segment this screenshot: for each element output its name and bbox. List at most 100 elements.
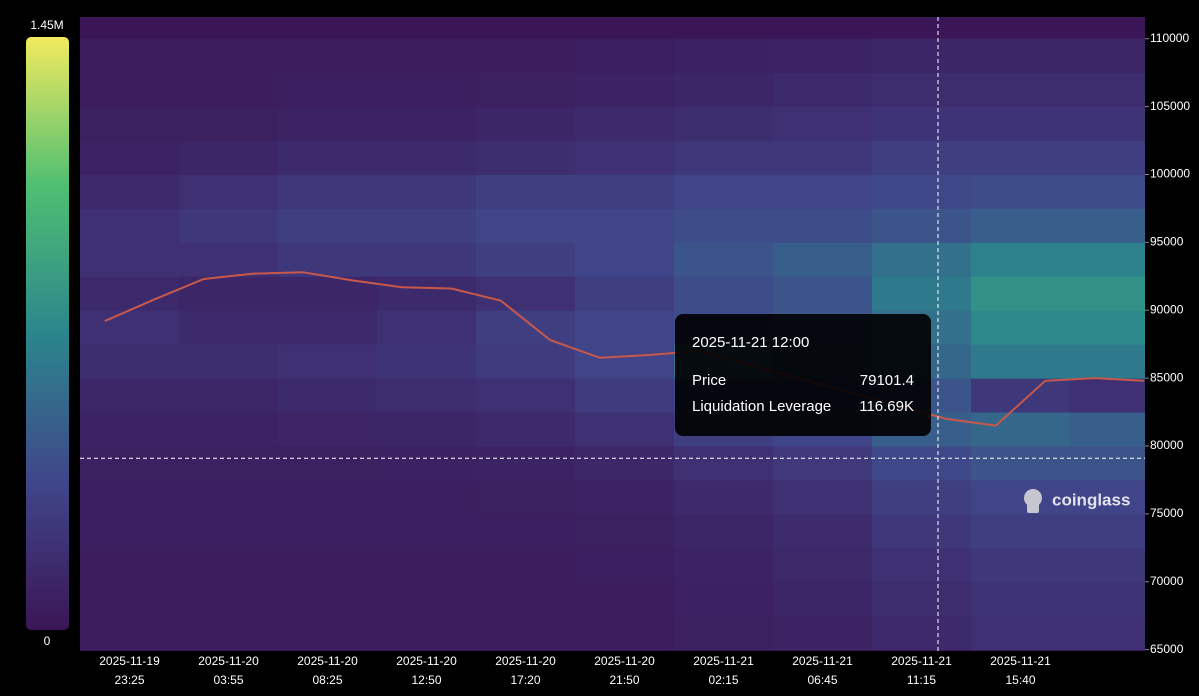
heatmap-cell: [674, 106, 774, 142]
x-tick-label: 06:45: [807, 673, 837, 687]
heatmap-cell: [773, 615, 873, 651]
heatmap-cell: [773, 106, 873, 142]
heatmap-cell: [575, 446, 675, 481]
y-tick-label: 95000: [1150, 235, 1184, 249]
tooltip-value: 79101.4: [860, 372, 914, 389]
y-tick-label: 80000: [1150, 438, 1184, 452]
heatmap-cell: [971, 412, 1071, 447]
heatmap-cell: [476, 208, 576, 243]
heatmap-cell: [872, 208, 972, 243]
heatmap-cell: [575, 615, 675, 651]
tooltip-label: Liquidation Leverage: [692, 398, 831, 415]
heatmap-cell: [476, 378, 576, 413]
heatmap-cell: [872, 174, 972, 209]
heatmap-cell: [179, 310, 279, 345]
heatmap-cell: [278, 242, 378, 277]
tooltip-box: [675, 314, 931, 436]
heatmap-cell: [80, 412, 180, 447]
heatmap-cell: [278, 547, 378, 583]
heatmap-cell: [674, 513, 774, 549]
heatmap-cell: [278, 615, 378, 651]
heatmap-cell: [575, 547, 675, 583]
heatmap-cell: [179, 140, 279, 175]
x-tick-label: 11:15: [907, 673, 936, 687]
heatmap-cell: [674, 72, 774, 108]
heatmap-cell: [80, 174, 180, 209]
heatmap-cell: [476, 615, 576, 651]
heatmap-cell: [179, 72, 279, 108]
heatmap-cell: [278, 208, 378, 243]
y-tick-label: 90000: [1150, 302, 1184, 316]
heatmap-cell: [872, 140, 972, 175]
heatmap-cell: [278, 174, 378, 209]
heatmap-cell: [773, 581, 873, 617]
heatmap-cell: [476, 547, 576, 583]
heatmap-cell: [1070, 38, 1145, 74]
heatmap-cell: [1070, 242, 1145, 277]
heatmap-cell: [575, 513, 675, 549]
heatmap-cell: [80, 479, 180, 515]
heatmap-cell: [179, 446, 279, 481]
heatmap-cell: [971, 479, 1071, 515]
heatmap-cell: [575, 140, 675, 175]
heatmap-cell: [476, 140, 576, 175]
heatmap-cell: [278, 310, 378, 345]
heatmap-cell: [476, 38, 576, 74]
tooltip-value: 116.69K: [859, 398, 914, 415]
heatmap-cell: [773, 38, 873, 74]
heatmap-cell: [971, 547, 1071, 583]
heatmap-cell: [377, 513, 477, 549]
heatmap-cell: [476, 310, 576, 345]
y-tick-label: 70000: [1150, 574, 1184, 588]
heatmap-cell: [1070, 140, 1145, 175]
y-tick-label: 105000: [1150, 99, 1190, 113]
heatmap-cell: [971, 72, 1071, 108]
heatmap-cell: [773, 174, 873, 209]
y-tick-label: 100000: [1150, 167, 1190, 181]
heatmap-cell: [278, 479, 378, 515]
heatmap-cell: [872, 479, 972, 515]
heatmap-cell: [80, 310, 180, 345]
x-tick-label: 17:20: [510, 673, 540, 687]
heatmap-cell: [674, 208, 774, 243]
heatmap-cell: [278, 72, 378, 108]
plot-area: [80, 17, 1145, 651]
heatmap-cell: [377, 581, 477, 617]
x-tick-label: 03:55: [213, 673, 243, 687]
heatmap-cell: [971, 276, 1071, 311]
heatmap-cell: [575, 242, 675, 277]
heatmap-cell: [377, 615, 477, 651]
heatmap-cell: [80, 378, 180, 413]
heatmap-cell: [278, 446, 378, 481]
heatmap-cell: [872, 581, 972, 617]
y-tick-label: 85000: [1150, 370, 1184, 384]
heatmap-cell: [179, 174, 279, 209]
heatmap-cell: [773, 479, 873, 515]
heatmap-cell: [872, 446, 972, 481]
heatmap-cell: [971, 513, 1071, 549]
heatmap-cell: [971, 38, 1071, 74]
x-tick-label: 12:50: [411, 673, 441, 687]
heatmap-cell: [179, 276, 279, 311]
x-tick-label: 23:25: [114, 673, 144, 687]
x-tick-label: 2025-11-21: [792, 654, 853, 668]
heatmap-cell: [773, 242, 873, 277]
heatmap-cell: [872, 276, 972, 311]
heatmap-cell: [476, 446, 576, 481]
heatmap-cell: [674, 581, 774, 617]
watermark-text: coinglass: [1052, 490, 1130, 509]
x-tick-label: 02:15: [708, 673, 738, 687]
heatmap-cell: [773, 513, 873, 549]
x-tick-label: 2025-11-20: [396, 654, 457, 668]
heatmap-cell: [1070, 412, 1145, 447]
heatmap-cell: [278, 140, 378, 175]
x-tick-label: 2025-11-21: [693, 654, 754, 668]
heatmap-cell: [575, 479, 675, 515]
heatmap-cell: [80, 208, 180, 243]
x-tick-label: 2025-11-21: [891, 654, 952, 668]
heatmap-cell: [377, 310, 477, 345]
heatmap-cell: [80, 242, 180, 277]
heatmap-cell: [575, 72, 675, 108]
heatmap-cell: [773, 208, 873, 243]
